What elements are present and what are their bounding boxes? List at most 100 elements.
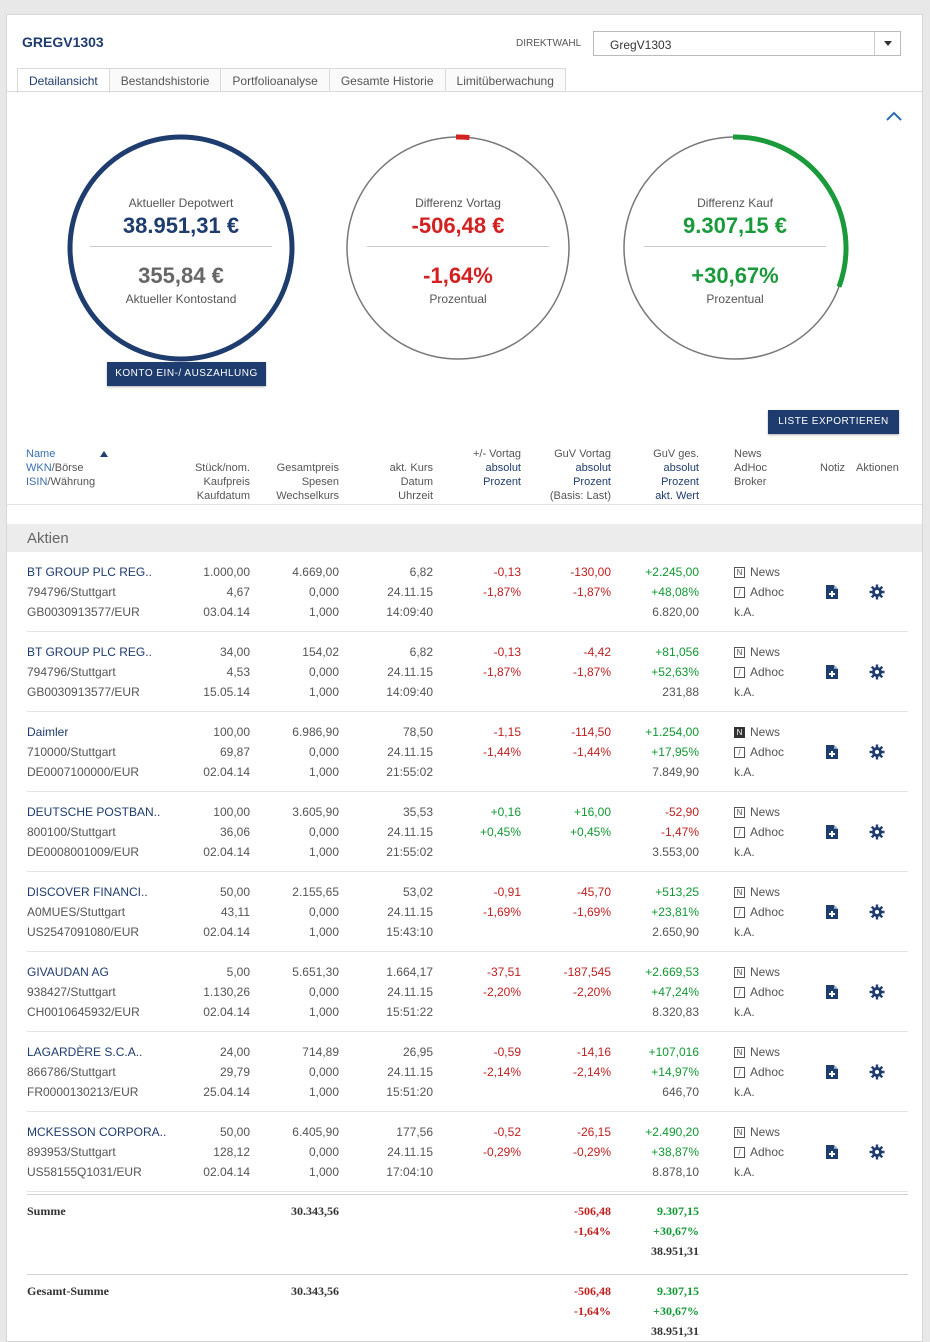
summe-divider (27, 1194, 908, 1195)
stock-name-link[interactable]: GIVAUDAN AG (27, 965, 109, 979)
add-note-icon[interactable] (825, 1064, 839, 1080)
stock-name-link[interactable]: DISCOVER FINANCI.. (27, 885, 148, 899)
gear-icon[interactable] (869, 664, 885, 680)
stock-gesamtpreis: 6.986,90 (292, 725, 339, 739)
col-vortag-abs[interactable]: absolut (485, 462, 521, 474)
stock-guv-vortag-proz: -1,87% (572, 665, 611, 679)
col-news: News (734, 448, 762, 460)
stock-name-link[interactable]: LAGARDÈRE S.C.A.. (27, 1045, 143, 1059)
gear-icon[interactable] (869, 584, 885, 600)
stock-name-link[interactable]: BT GROUP PLC REG.. (27, 565, 152, 579)
row-divider (27, 711, 908, 712)
stock-wkn: 938427/Stuttgart (27, 985, 116, 999)
gear-icon[interactable] (869, 744, 885, 760)
direktwahl-select[interactable]: GregV1303 (593, 31, 901, 56)
add-note-icon[interactable] (825, 904, 839, 920)
stock-spesen: 0,000 (308, 585, 339, 599)
news-link[interactable]: N News (734, 1122, 780, 1142)
adhoc-link[interactable]: / Adhoc (734, 1142, 784, 1162)
col-guv-vortag-abs[interactable]: absolut (575, 462, 611, 474)
adhoc-link[interactable]: / Adhoc (734, 582, 784, 602)
gauge-vortag-sub-value: -1,64% (423, 263, 493, 288)
news-link[interactable]: N News (734, 1042, 780, 1062)
stock-uhrzeit: 15:51:20 (386, 1085, 433, 1099)
adhoc-link[interactable]: / Adhoc (734, 662, 784, 682)
adhoc-link[interactable]: / Adhoc (734, 902, 784, 922)
stock-isin: US2547091080/EUR (27, 925, 140, 939)
adhoc-label: Adhoc (750, 985, 785, 999)
col-name-group[interactable]: Name WKN/Börse ISIN/Währung (26, 447, 109, 489)
table-row: BT GROUP PLC REG.. 794796/Stuttgart GB0030… (7, 552, 922, 632)
col-guv-vortag-proz[interactable]: Prozent (573, 476, 611, 488)
gear-icon[interactable] (869, 1064, 885, 1080)
tab-portfolioanalyse[interactable]: Portfolioanalyse (220, 68, 330, 92)
col-stueck-group: Stück/nom. Kaufpreis Kaufdatum (167, 461, 250, 503)
gauge-kauf: Differenz Kauf 9.307,15 € +30,67% Prozen… (620, 133, 850, 363)
col-uhrzeit: Uhrzeit (398, 490, 433, 502)
gear-icon[interactable] (869, 1144, 885, 1160)
stock-name-link[interactable]: BT GROUP PLC REG.. (27, 645, 152, 659)
col-name[interactable]: Name (26, 448, 56, 460)
adhoc-link[interactable]: / Adhoc (734, 742, 784, 762)
adhoc-icon: / (734, 666, 745, 678)
news-link[interactable]: N News (734, 962, 780, 982)
news-link[interactable]: N News (734, 802, 780, 822)
stock-name-link[interactable]: MCKESSON CORPORA.. (27, 1125, 167, 1139)
stock-guv-abs: +81,056 (655, 645, 699, 659)
news-icon: N (734, 886, 745, 898)
col-vortag-proz[interactable]: Prozent (483, 476, 521, 488)
col-guv-ges-proz[interactable]: Prozent (661, 476, 699, 488)
news-link[interactable]: N News (734, 562, 780, 582)
stock-guv-proz: +38,87% (651, 1145, 699, 1159)
stock-name-link[interactable]: Daimler (27, 725, 69, 739)
gauge-kauf-sub-label: Prozentual (706, 292, 764, 306)
adhoc-link[interactable]: / Adhoc (734, 822, 784, 842)
news-label: News (750, 805, 781, 819)
summe-gesamtpreis: 30.343,56 (291, 1204, 339, 1218)
news-link[interactable]: N News (734, 642, 780, 662)
tab-detailansicht[interactable]: Detailansicht (17, 68, 110, 93)
news-link[interactable]: N News (734, 882, 780, 902)
tab-bestandshistorie[interactable]: Bestandshistorie (108, 68, 222, 92)
stock-guv-vortag-proz: -2,20% (572, 985, 611, 999)
add-note-icon[interactable] (825, 664, 839, 680)
stock-uhrzeit: 21:55:02 (386, 845, 433, 859)
gear-icon[interactable] (869, 904, 885, 920)
stock-guv-vortag-proz: -1,44% (572, 745, 611, 759)
gear-icon[interactable] (869, 824, 885, 840)
tab-limitueberwachung[interactable]: Limitüberwachung (444, 68, 566, 92)
news-link[interactable]: N News (734, 722, 780, 742)
stock-name-link[interactable]: DEUTSCHE POSTBAN.. (27, 805, 161, 819)
col-notiz: Notiz (820, 462, 846, 474)
chevron-down-icon[interactable] (874, 32, 900, 55)
stock-wechselkurs: 1,000 (308, 1165, 339, 1179)
stock-guv-vortag-abs: -130,00 (570, 565, 611, 579)
stock-uhrzeit: 15:43:10 (386, 925, 433, 939)
adhoc-link[interactable]: / Adhoc (734, 1062, 784, 1082)
stock-vortag-abs: +0,16 (490, 805, 521, 819)
konto-ein-auszahlung-button[interactable]: KONTO EIN-/ AUSZAHLUNG (107, 362, 266, 386)
stock-guv-vortag-abs: -187,545 (563, 965, 611, 979)
liste-exportieren-button[interactable]: LISTE EXPORTIEREN (768, 410, 899, 434)
gauge-kauf-arc (732, 134, 849, 288)
col-guv-ges-wert[interactable]: akt. Wert (655, 490, 699, 502)
col-vortag-group: +/- Vortag absolut Prozent (439, 447, 521, 489)
stock-kaufpreis: 128,12 (213, 1145, 250, 1159)
add-note-icon[interactable] (825, 984, 839, 1000)
tab-bar: Detailansicht Bestandshistorie Portfolio… (17, 68, 566, 93)
gauge-vortag-sub-label: Prozentual (429, 292, 487, 306)
add-note-icon[interactable] (825, 824, 839, 840)
col-isin[interactable]: ISIN (26, 476, 48, 488)
gear-icon[interactable] (869, 984, 885, 1000)
add-note-icon[interactable] (825, 744, 839, 760)
add-note-icon[interactable] (825, 1144, 839, 1160)
col-wkn[interactable]: WKN (26, 462, 52, 474)
adhoc-link[interactable]: / Adhoc (734, 982, 784, 1002)
stock-wkn: A0MUES/Stuttgart (27, 905, 126, 919)
adhoc-label: Adhoc (750, 585, 785, 599)
chevron-up-icon[interactable] (885, 109, 903, 123)
col-guv-ges-abs[interactable]: absolut (663, 462, 699, 474)
add-note-icon[interactable] (825, 584, 839, 600)
stock-kaufdatum: 02.04.14 (203, 1005, 250, 1019)
tab-gesamte-historie[interactable]: Gesamte Historie (328, 68, 446, 92)
